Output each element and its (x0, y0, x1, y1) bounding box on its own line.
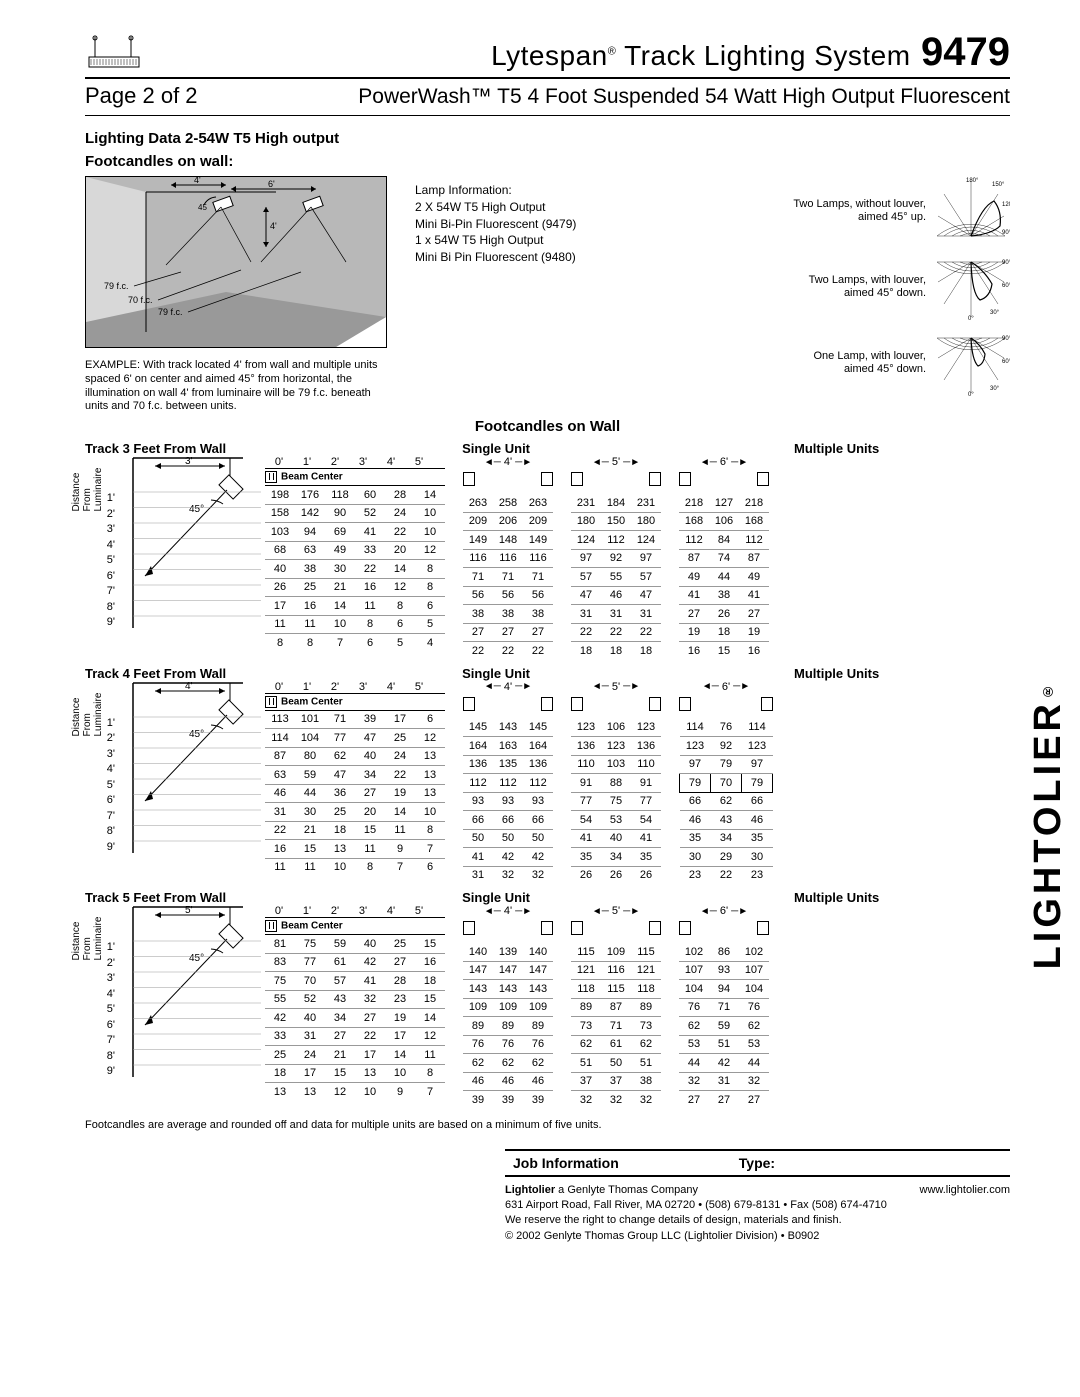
lamp-info: Lamp Information: 2 X 54W T5 High Output… (415, 182, 576, 414)
multiple-units-tables: ◄─ 4' ─►14514314516416316413613513611211… (463, 681, 773, 885)
single-unit-title: Single Unit (462, 666, 530, 681)
fixture-icon (85, 35, 145, 75)
block-title: Track 3 Feet From Wall (85, 441, 226, 456)
multiple-units-tables: ◄─ 4' ─►26325826320920620914914814911611… (463, 456, 769, 660)
model-number: 9479 (921, 30, 1010, 74)
multiple-units-title: Multiple Units (794, 666, 879, 681)
svg-text:79 f.c.: 79 f.c. (104, 281, 129, 291)
job-info-bar: Job Information Type: (505, 1149, 1010, 1177)
single-unit-table: 0'1'2'3'4'5'Beam Center19817611860281415… (265, 456, 445, 652)
section-title: Lighting Data 2-54W T5 High output (85, 130, 1010, 147)
block-title: Track 4 Feet From Wall (85, 666, 226, 681)
svg-text:5': 5' (185, 905, 193, 916)
single-unit-table: 0'1'2'3'4'5'Beam Center81755940251583776… (265, 905, 445, 1101)
data-block: Track 3 Feet From Wall Single Unit Multi… (85, 441, 1010, 660)
section-subtitle: Footcandles on wall: (85, 153, 1010, 170)
svg-text:90°: 90° (1002, 260, 1010, 266)
svg-text:30°: 30° (990, 386, 1000, 392)
multiple-units-title: Multiple Units (794, 890, 879, 905)
job-info-label: Job Information (513, 1155, 619, 1171)
svg-text:45°: 45° (189, 729, 204, 740)
row-labels: Distance From Luminaire1'2'3'4'5'6'7'8'9… (85, 681, 115, 857)
svg-text:3': 3' (185, 456, 193, 467)
product-title: Lytespan® Track Lighting System (491, 40, 910, 71)
svg-text:90°: 90° (1002, 336, 1010, 342)
product-subtitle: PowerWash™ T5 4 Foot Suspended 54 Watt H… (358, 85, 1010, 109)
svg-text:6': 6' (268, 179, 275, 189)
svg-text:45: 45 (198, 203, 207, 212)
svg-text:60°: 60° (1002, 283, 1010, 289)
track-diagram: 5' 45° (115, 905, 261, 1085)
svg-text:79 f.c.: 79 f.c. (158, 307, 183, 317)
data-block: Track 5 Feet From Wall Single Unit Multi… (85, 890, 1010, 1109)
row-labels: Distance From Luminaire1'2'3'4'5'6'7'8'9… (85, 905, 115, 1081)
svg-text:30°: 30° (990, 310, 1000, 316)
svg-text:0°: 0° (968, 316, 974, 322)
svg-text:180°: 180° (966, 178, 979, 184)
brand-vertical: LIGHTOLIER® (1027, 680, 1070, 969)
single-unit-title: Single Unit (462, 441, 530, 456)
header: Lytespan® Track Lighting System 9479 (85, 30, 1010, 79)
svg-text:0°: 0° (968, 392, 974, 398)
polar-diagrams: Two Lamps, without louver, aimed 45° up.… (793, 176, 1010, 414)
svg-text:4': 4' (270, 221, 277, 231)
svg-text:60°: 60° (1002, 359, 1010, 365)
fc-heading: Footcandles on Wall (85, 418, 1010, 435)
svg-text:150°: 150° (992, 182, 1005, 188)
footnote: Footcandles are average and rounded off … (85, 1119, 1010, 1131)
subheader: Page 2 of 2 PowerWash™ T5 4 Foot Suspend… (85, 79, 1010, 116)
track-diagram: 4' 45° (115, 681, 261, 861)
example-diagram: 4' 6' 45 4' 79 f.c. 70 f.c. 79 f.c. EXAM… (85, 176, 385, 414)
track-diagram: 3' 45° (115, 456, 261, 636)
svg-text:70 f.c.: 70 f.c. (128, 295, 153, 305)
svg-text:45°: 45° (189, 504, 204, 515)
single-unit-title: Single Unit (462, 890, 530, 905)
multiple-units-title: Multiple Units (794, 441, 879, 456)
svg-text:4': 4' (185, 681, 193, 692)
svg-text:120°: 120° (1002, 202, 1010, 208)
multiple-units-tables: ◄─ 4' ─►14013914014714714714314314310910… (463, 905, 769, 1109)
svg-text:4': 4' (194, 176, 201, 185)
row-labels: Distance From Luminaire1'2'3'4'5'6'7'8'9… (85, 456, 115, 632)
svg-text:90°: 90° (1002, 230, 1010, 236)
block-title: Track 5 Feet From Wall (85, 890, 226, 905)
page-number: Page 2 of 2 (85, 83, 198, 109)
data-block: Track 4 Feet From Wall Single Unit Multi… (85, 666, 1010, 885)
example-caption: EXAMPLE: With track located 4' from wall… (85, 359, 385, 414)
job-type-label: Type: (739, 1155, 775, 1171)
single-unit-table: 0'1'2'3'4'5'Beam Center11310171391761141… (265, 681, 445, 877)
svg-text:45°: 45° (189, 953, 204, 964)
footer: Lightolier a Genlyte Thomas Company www.… (505, 1183, 1010, 1245)
